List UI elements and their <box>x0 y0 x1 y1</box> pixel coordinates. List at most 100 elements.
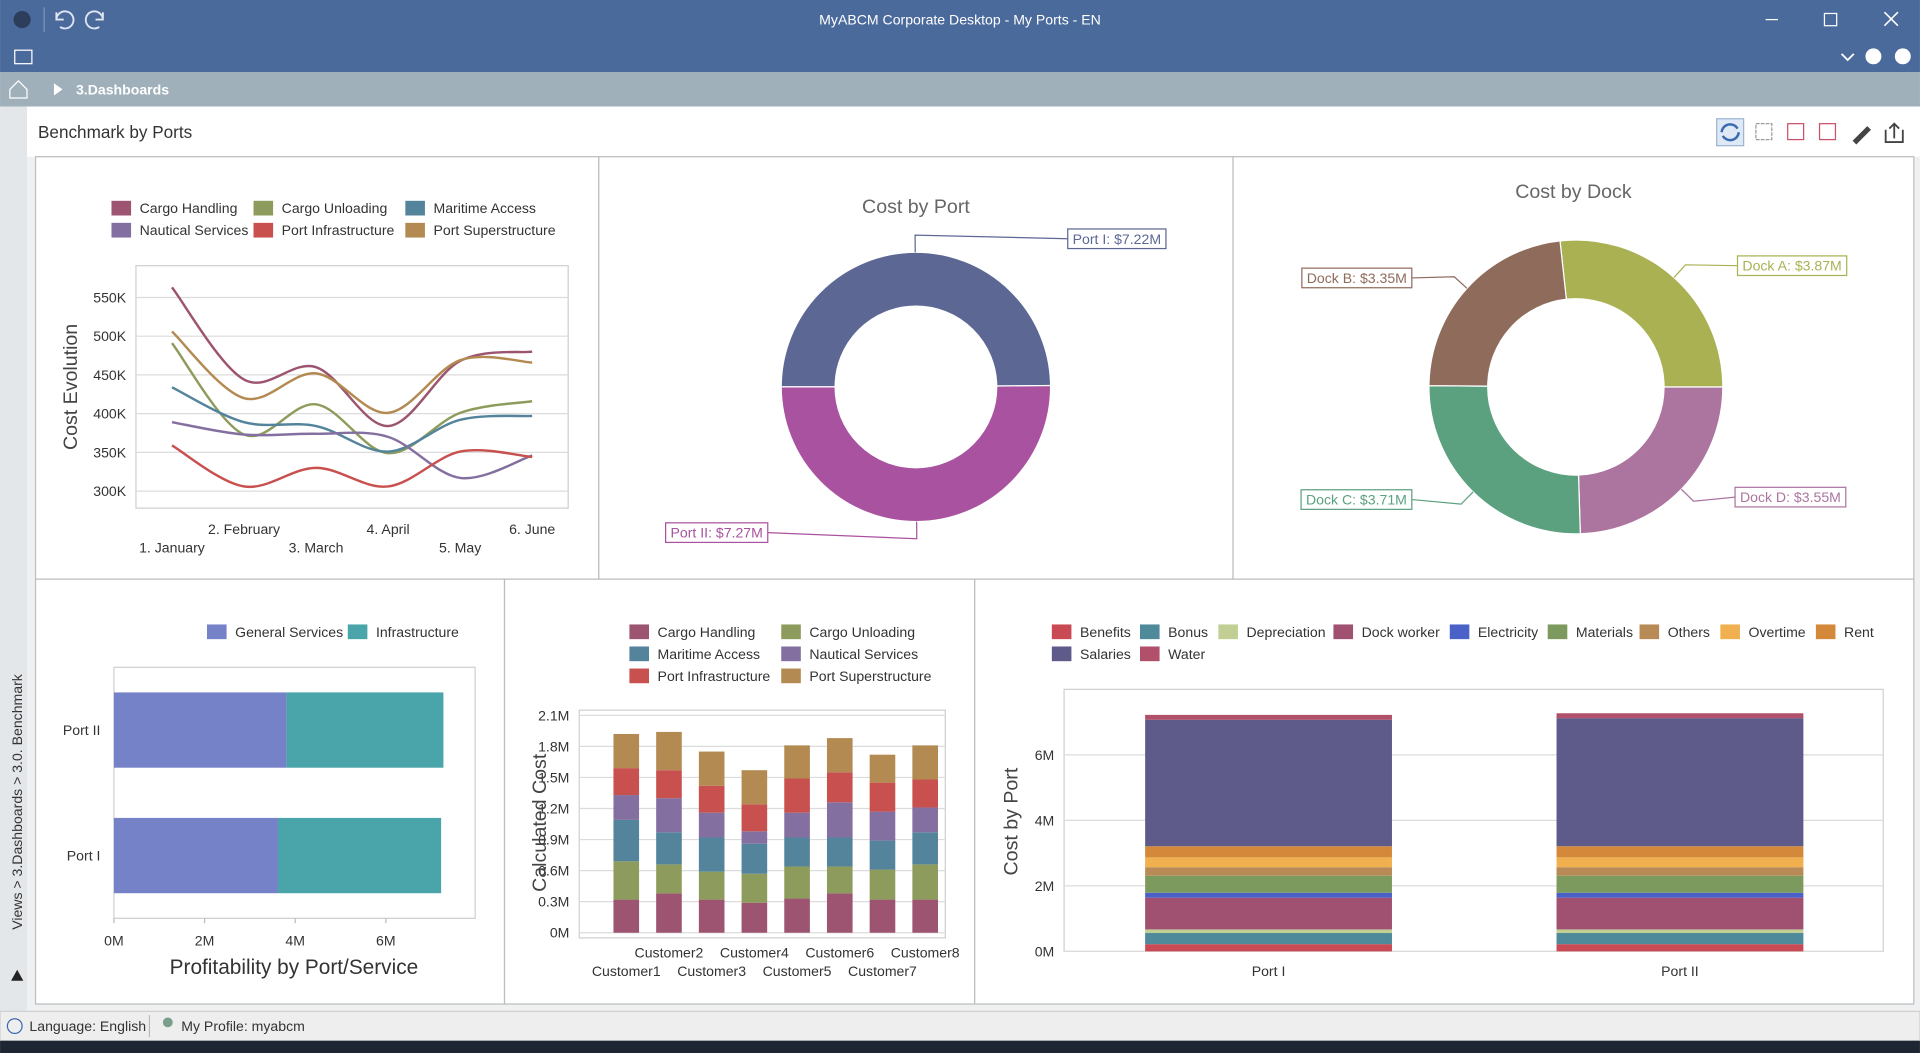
language-icon <box>6 1018 23 1035</box>
expand-button[interactable] <box>11 969 24 981</box>
bar-segment <box>826 802 853 838</box>
data-label: Dock C: $3.71M <box>1306 492 1407 508</box>
leader-line <box>1680 488 1736 502</box>
legend-label: Dock worker <box>1362 624 1441 640</box>
line-series <box>171 444 533 489</box>
bar-segment <box>826 738 853 773</box>
y-tick-label: Port II <box>63 722 101 738</box>
profile[interactable]: My Profile: myabcm <box>181 1018 305 1034</box>
legend-swatch <box>1051 624 1072 640</box>
y-tick-label: 300K <box>93 483 126 499</box>
edit-button[interactable] <box>1852 126 1871 145</box>
home-button[interactable] <box>9 79 28 99</box>
plot-area <box>135 265 569 509</box>
panel-toggle[interactable] <box>14 49 33 65</box>
x-tick-label: 6. June <box>509 521 555 537</box>
bar-segment <box>698 812 725 838</box>
legend-swatch <box>781 624 801 640</box>
chart-title: Cost by Port <box>862 196 970 218</box>
grid-button[interactable] <box>1755 123 1773 141</box>
y-tick-label: 350K <box>93 444 126 460</box>
bar-segment <box>613 768 640 796</box>
bar-segment <box>1556 933 1804 945</box>
breadcrumb-item[interactable]: 3.Dashboards <box>76 81 169 97</box>
x-tick-label: Customer6 <box>805 945 874 961</box>
profile-icon <box>162 1017 173 1028</box>
bar-segment <box>113 817 278 894</box>
legend-swatch <box>111 222 132 238</box>
bar-segment <box>741 843 768 874</box>
legend-swatch <box>111 200 132 216</box>
undo-button[interactable] <box>55 10 75 30</box>
export-button[interactable] <box>1884 122 1904 143</box>
redo-button[interactable] <box>84 10 104 30</box>
bar-segment <box>741 902 768 933</box>
breadcrumb-arrow <box>53 83 63 96</box>
language[interactable]: Language: English <box>29 1018 146 1034</box>
bar-segment <box>1145 719 1392 847</box>
legend-label: Cargo Unloading <box>809 624 915 640</box>
y-tick-label: 1.2M <box>538 801 569 817</box>
legend-label: Benefits <box>1080 624 1131 640</box>
bar-segment <box>869 782 896 812</box>
bar-segment <box>1145 714 1392 720</box>
bar-segment <box>1145 875 1392 893</box>
x-tick-label: 2M <box>195 932 215 948</box>
close-button[interactable] <box>1883 11 1899 27</box>
refresh-icon <box>1720 123 1740 142</box>
legend-label: General Services <box>235 624 343 640</box>
leader-line <box>914 234 1068 253</box>
save-button[interactable] <box>1787 123 1805 141</box>
donut-slice <box>1577 386 1724 535</box>
y-tick-label: 0.6M <box>538 863 569 879</box>
legend-swatch <box>781 646 801 662</box>
bar-segment <box>698 837 725 872</box>
info-button[interactable] <box>1865 48 1882 65</box>
data-label: Dock A: $3.87M <box>1742 258 1841 274</box>
y-tick-label: 0.9M <box>538 832 569 848</box>
x-tick-label: Customer4 <box>720 945 789 961</box>
bar-segment <box>784 778 810 813</box>
x-tick-label: 0M <box>104 932 124 948</box>
bar-segment <box>869 899 896 933</box>
legend-label: Overtime <box>1749 624 1806 640</box>
dashboard-header <box>26 106 1920 157</box>
bar-segment <box>613 733 640 769</box>
y-tick-label: 2.1M <box>538 707 569 723</box>
legend-swatch <box>253 200 274 216</box>
y-tick-label: 400K <box>93 406 126 422</box>
restore-button[interactable] <box>1823 12 1838 27</box>
legend-swatch <box>1547 624 1568 640</box>
bar-segment <box>1145 867 1392 876</box>
bar-segment <box>1556 718 1804 847</box>
x-tick-label: 6M <box>376 932 396 948</box>
save-as-button[interactable] <box>1818 123 1837 141</box>
legend-label: Cargo Handling <box>658 624 756 640</box>
y-tick-label: Port I <box>67 848 101 864</box>
x-tick-label: 2. February <box>208 521 281 537</box>
legend-label: Maritime Access <box>434 200 536 216</box>
bar-segment <box>277 817 442 894</box>
bar-segment <box>784 898 810 933</box>
y-tick-label: 1.8M <box>538 738 569 754</box>
refresh-button[interactable] <box>1716 118 1745 147</box>
donut-slice <box>1428 384 1581 535</box>
help-button[interactable] <box>1894 48 1911 65</box>
y-tick-label: 0.3M <box>538 894 569 910</box>
bar-segment <box>869 811 896 841</box>
app-icon <box>13 11 31 29</box>
legend-label: Depreciation <box>1247 624 1326 640</box>
data-label: Port II: $7.27M <box>671 525 763 541</box>
y-tick-label: 450K <box>93 367 126 383</box>
legend-label: Salaries <box>1080 646 1131 662</box>
y-tick-label: 500K <box>93 328 126 344</box>
y-tick-label: 2M <box>1035 878 1055 894</box>
bar-segment <box>869 840 896 870</box>
bar-segment <box>1556 867 1804 876</box>
collapse-button[interactable] <box>1840 53 1855 62</box>
window-title: MyABCM Corporate Desktop - My Ports - EN <box>819 12 1101 28</box>
legend-label: Maritime Access <box>658 646 760 662</box>
bar-segment <box>656 893 682 933</box>
bar-segment <box>741 873 768 903</box>
